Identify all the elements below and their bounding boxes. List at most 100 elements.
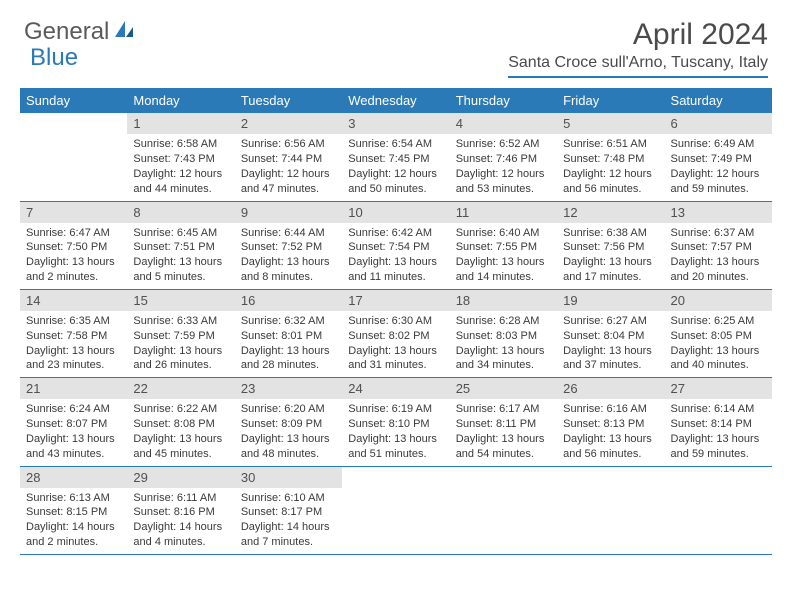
day-detail: Sunrise: 6:44 AMSunset: 7:52 PMDaylight:… — [235, 223, 342, 289]
daylight-text: Daylight: 13 hours and 34 minutes. — [456, 344, 551, 374]
calendar-cell: 2Sunrise: 6:56 AMSunset: 7:44 PMDaylight… — [235, 113, 342, 201]
day-number: 17 — [342, 290, 449, 311]
sunrise-text: Sunrise: 6:32 AM — [241, 314, 336, 329]
day-number: 23 — [235, 378, 342, 399]
sunset-text: Sunset: 7:52 PM — [241, 240, 336, 255]
sunset-text: Sunset: 7:50 PM — [26, 240, 121, 255]
day-detail: Sunrise: 6:11 AMSunset: 8:16 PMDaylight:… — [127, 488, 234, 554]
calendar-cell: 10Sunrise: 6:42 AMSunset: 7:54 PMDayligh… — [342, 201, 449, 289]
calendar-week-row: 28Sunrise: 6:13 AMSunset: 8:15 PMDayligh… — [20, 466, 772, 554]
calendar-cell: 30Sunrise: 6:10 AMSunset: 8:17 PMDayligh… — [235, 466, 342, 554]
day-number: 14 — [20, 290, 127, 311]
day-detail: Sunrise: 6:42 AMSunset: 7:54 PMDaylight:… — [342, 223, 449, 289]
day-number: 19 — [557, 290, 664, 311]
sunrise-text: Sunrise: 6:19 AM — [348, 402, 443, 417]
calendar-cell: 21Sunrise: 6:24 AMSunset: 8:07 PMDayligh… — [20, 378, 127, 466]
day-number: 29 — [127, 467, 234, 488]
calendar-cell: 20Sunrise: 6:25 AMSunset: 8:05 PMDayligh… — [665, 289, 772, 377]
logo-sail-icon — [113, 19, 135, 46]
sunrise-text: Sunrise: 6:49 AM — [671, 137, 766, 152]
calendar-cell: 3Sunrise: 6:54 AMSunset: 7:45 PMDaylight… — [342, 113, 449, 201]
day-detail: Sunrise: 6:13 AMSunset: 8:15 PMDaylight:… — [20, 488, 127, 554]
calendar-header-row: SundayMondayTuesdayWednesdayThursdayFrid… — [20, 88, 772, 113]
day-detail: Sunrise: 6:24 AMSunset: 8:07 PMDaylight:… — [20, 399, 127, 465]
daylight-text: Daylight: 13 hours and 43 minutes. — [26, 432, 121, 462]
day-detail: Sunrise: 6:56 AMSunset: 7:44 PMDaylight:… — [235, 134, 342, 200]
day-detail: Sunrise: 6:14 AMSunset: 8:14 PMDaylight:… — [665, 399, 772, 465]
calendar-cell — [450, 466, 557, 554]
day-detail: Sunrise: 6:35 AMSunset: 7:58 PMDaylight:… — [20, 311, 127, 377]
day-detail: Sunrise: 6:17 AMSunset: 8:11 PMDaylight:… — [450, 399, 557, 465]
sunrise-text: Sunrise: 6:28 AM — [456, 314, 551, 329]
day-number: 16 — [235, 290, 342, 311]
daylight-text: Daylight: 13 hours and 23 minutes. — [26, 344, 121, 374]
day-detail: Sunrise: 6:47 AMSunset: 7:50 PMDaylight:… — [20, 223, 127, 289]
day-header: Sunday — [20, 88, 127, 113]
sunrise-text: Sunrise: 6:54 AM — [348, 137, 443, 152]
sunset-text: Sunset: 7:55 PM — [456, 240, 551, 255]
sunrise-text: Sunrise: 6:56 AM — [241, 137, 336, 152]
day-number: 4 — [450, 113, 557, 134]
day-header: Friday — [557, 88, 664, 113]
day-number: 13 — [665, 202, 772, 223]
sunset-text: Sunset: 8:02 PM — [348, 329, 443, 344]
daylight-text: Daylight: 13 hours and 45 minutes. — [133, 432, 228, 462]
daylight-text: Daylight: 13 hours and 31 minutes. — [348, 344, 443, 374]
sunrise-text: Sunrise: 6:42 AM — [348, 226, 443, 241]
day-number: 18 — [450, 290, 557, 311]
day-number: 24 — [342, 378, 449, 399]
daylight-text: Daylight: 13 hours and 11 minutes. — [348, 255, 443, 285]
daylight-text: Daylight: 13 hours and 40 minutes. — [671, 344, 766, 374]
sunset-text: Sunset: 8:14 PM — [671, 417, 766, 432]
daylight-text: Daylight: 13 hours and 28 minutes. — [241, 344, 336, 374]
day-number: 26 — [557, 378, 664, 399]
logo-blue-row: Blue — [30, 44, 78, 72]
daylight-text: Daylight: 13 hours and 51 minutes. — [348, 432, 443, 462]
logo-text-blue: Blue — [30, 44, 78, 72]
sunset-text: Sunset: 8:07 PM — [26, 417, 121, 432]
day-detail: Sunrise: 6:54 AMSunset: 7:45 PMDaylight:… — [342, 134, 449, 200]
daylight-text: Daylight: 13 hours and 37 minutes. — [563, 344, 658, 374]
calendar-cell: 13Sunrise: 6:37 AMSunset: 7:57 PMDayligh… — [665, 201, 772, 289]
calendar-cell: 11Sunrise: 6:40 AMSunset: 7:55 PMDayligh… — [450, 201, 557, 289]
daylight-text: Daylight: 12 hours and 50 minutes. — [348, 167, 443, 197]
day-number: 8 — [127, 202, 234, 223]
day-number: 10 — [342, 202, 449, 223]
logo-text-general: General — [24, 18, 109, 46]
sunrise-text: Sunrise: 6:51 AM — [563, 137, 658, 152]
sunrise-text: Sunrise: 6:44 AM — [241, 226, 336, 241]
day-detail: Sunrise: 6:20 AMSunset: 8:09 PMDaylight:… — [235, 399, 342, 465]
sunrise-text: Sunrise: 6:35 AM — [26, 314, 121, 329]
calendar-cell: 24Sunrise: 6:19 AMSunset: 8:10 PMDayligh… — [342, 378, 449, 466]
day-detail: Sunrise: 6:27 AMSunset: 8:04 PMDaylight:… — [557, 311, 664, 377]
sunset-text: Sunset: 8:17 PM — [241, 505, 336, 520]
calendar-week-row: 1Sunrise: 6:58 AMSunset: 7:43 PMDaylight… — [20, 113, 772, 201]
day-number: 22 — [127, 378, 234, 399]
daylight-text: Daylight: 13 hours and 56 minutes. — [563, 432, 658, 462]
sunset-text: Sunset: 8:11 PM — [456, 417, 551, 432]
sunrise-text: Sunrise: 6:10 AM — [241, 491, 336, 506]
calendar-cell: 15Sunrise: 6:33 AMSunset: 7:59 PMDayligh… — [127, 289, 234, 377]
sunset-text: Sunset: 7:49 PM — [671, 152, 766, 167]
calendar-cell: 7Sunrise: 6:47 AMSunset: 7:50 PMDaylight… — [20, 201, 127, 289]
daylight-text: Daylight: 12 hours and 44 minutes. — [133, 167, 228, 197]
sunset-text: Sunset: 7:59 PM — [133, 329, 228, 344]
sunrise-text: Sunrise: 6:14 AM — [671, 402, 766, 417]
sunset-text: Sunset: 7:43 PM — [133, 152, 228, 167]
day-detail: Sunrise: 6:49 AMSunset: 7:49 PMDaylight:… — [665, 134, 772, 200]
calendar-cell: 22Sunrise: 6:22 AMSunset: 8:08 PMDayligh… — [127, 378, 234, 466]
day-number: 9 — [235, 202, 342, 223]
calendar-week-row: 21Sunrise: 6:24 AMSunset: 8:07 PMDayligh… — [20, 378, 772, 466]
calendar-cell: 17Sunrise: 6:30 AMSunset: 8:02 PMDayligh… — [342, 289, 449, 377]
day-number: 5 — [557, 113, 664, 134]
day-number: 3 — [342, 113, 449, 134]
calendar-cell — [665, 466, 772, 554]
day-detail: Sunrise: 6:58 AMSunset: 7:43 PMDaylight:… — [127, 134, 234, 200]
sunrise-text: Sunrise: 6:37 AM — [671, 226, 766, 241]
day-detail: Sunrise: 6:30 AMSunset: 8:02 PMDaylight:… — [342, 311, 449, 377]
day-header: Monday — [127, 88, 234, 113]
daylight-text: Daylight: 13 hours and 59 minutes. — [671, 432, 766, 462]
day-detail: Sunrise: 6:40 AMSunset: 7:55 PMDaylight:… — [450, 223, 557, 289]
day-number: 30 — [235, 467, 342, 488]
month-title: April 2024 — [508, 18, 768, 52]
